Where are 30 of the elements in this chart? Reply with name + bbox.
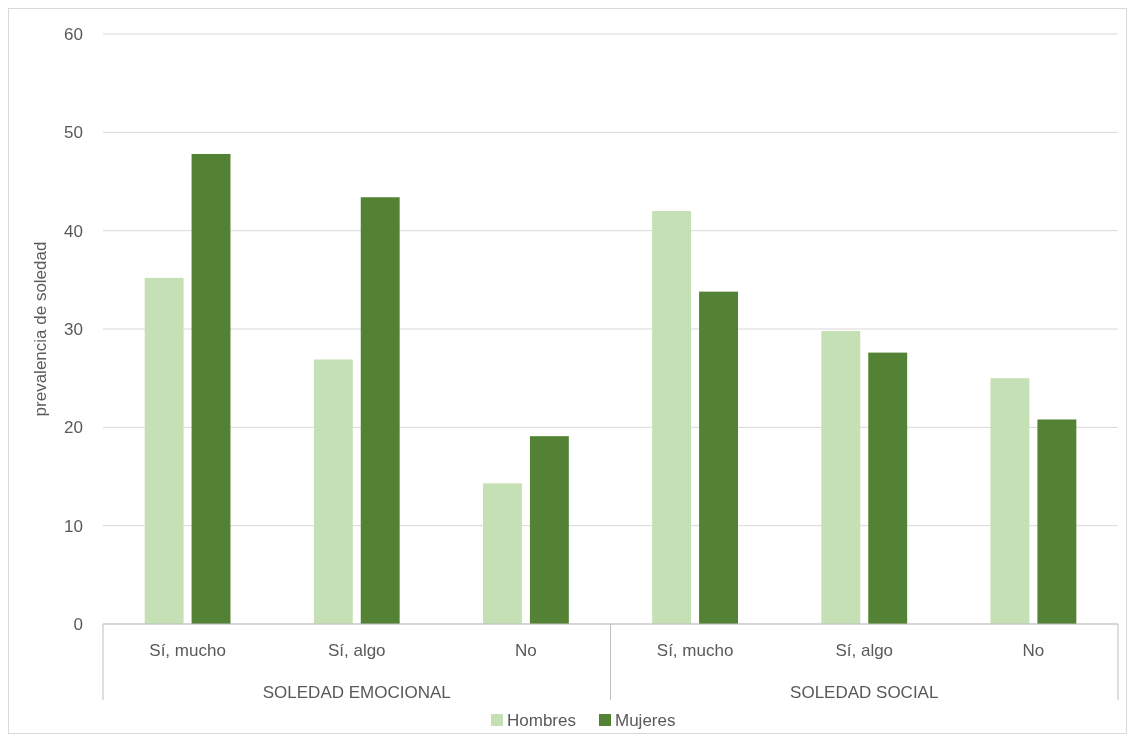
y-tick-label: 0 [73, 614, 83, 634]
x-tick-label: Sí, algo [835, 641, 894, 660]
text: SOLEDAD SOCIAL [790, 683, 939, 702]
bar [313, 359, 353, 624]
bar [1037, 419, 1077, 624]
bar [990, 378, 1030, 624]
legend-label: Mujeres [615, 710, 676, 730]
bar [191, 153, 231, 624]
x-tick-label: Sí, mucho [149, 641, 226, 660]
y-axis-title: prevalencia de soledad [31, 241, 50, 417]
bar [144, 277, 184, 624]
bar [821, 330, 861, 624]
x-tick-label: No [515, 641, 537, 660]
y-tick-label: 50 [64, 123, 83, 143]
bar [699, 291, 738, 624]
y-tick-label: 60 [64, 24, 83, 44]
bar [360, 197, 400, 624]
x-tick-label: Sí, mucho [656, 641, 734, 660]
x-tick-label: Sí, algo [327, 641, 386, 660]
y-tick-label: 40 [64, 221, 83, 241]
bar [529, 436, 569, 624]
x-tick-label: No [1022, 641, 1045, 660]
bar [483, 483, 522, 624]
y-tick-label: 30 [64, 319, 83, 339]
text: SOLEDAD EMOCIONAL [262, 683, 451, 702]
legend-label: Hombres [507, 710, 576, 730]
bar [868, 352, 908, 624]
y-tick-label: 20 [64, 418, 83, 438]
y-tick-label: 10 [64, 516, 83, 536]
bar [652, 211, 692, 624]
